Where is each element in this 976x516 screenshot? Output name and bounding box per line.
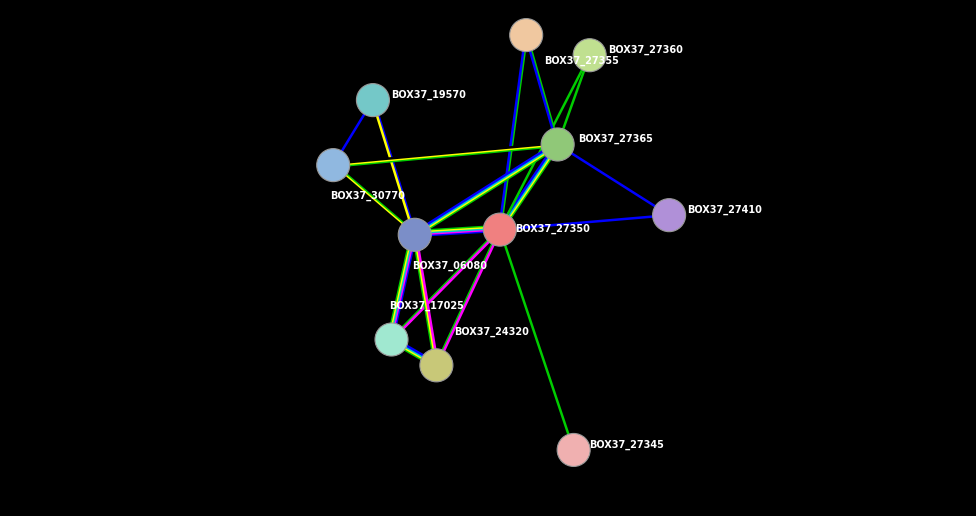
Text: BOX37_19570: BOX37_19570 [391, 89, 466, 100]
Text: BOX37_27360: BOX37_27360 [608, 44, 682, 55]
Circle shape [356, 84, 389, 117]
Text: BOX37_30770: BOX37_30770 [331, 190, 405, 201]
Circle shape [557, 433, 590, 466]
Circle shape [573, 39, 606, 72]
Circle shape [398, 218, 431, 251]
Text: BOX37_27410: BOX37_27410 [687, 204, 762, 215]
Text: BOX37_24320: BOX37_24320 [455, 326, 529, 336]
Text: BOX37_17025: BOX37_17025 [388, 300, 464, 311]
Circle shape [541, 128, 574, 161]
Circle shape [375, 323, 408, 356]
Circle shape [653, 199, 685, 232]
Text: BOX37_27350: BOX37_27350 [515, 224, 590, 234]
Circle shape [316, 149, 349, 182]
Text: BOX37_27365: BOX37_27365 [579, 134, 653, 144]
Circle shape [483, 213, 516, 246]
Text: BOX37_27345: BOX37_27345 [590, 439, 664, 449]
Text: BOX37_27355: BOX37_27355 [545, 55, 619, 66]
Circle shape [420, 349, 453, 382]
Circle shape [509, 19, 543, 52]
Text: BOX37_06080: BOX37_06080 [412, 260, 487, 270]
